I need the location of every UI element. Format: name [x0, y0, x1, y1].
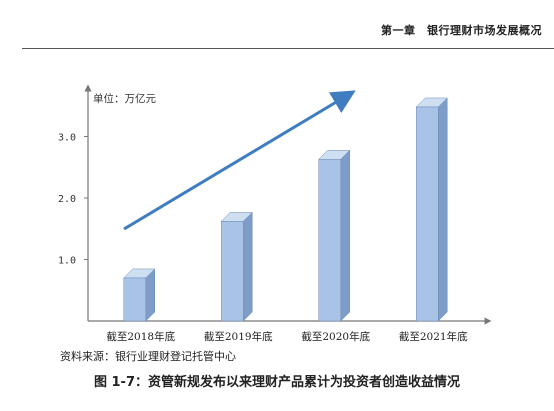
bar-4	[415, 97, 448, 322]
bar-2	[220, 211, 253, 322]
chart-bars	[123, 97, 448, 322]
bar-front-face	[416, 106, 439, 322]
bar-front-face	[123, 277, 146, 322]
header-divider	[22, 48, 554, 49]
y-tick-label: 1.0	[58, 256, 76, 267]
chapter-header: 第一章 银行理财市场发展概况	[381, 24, 542, 37]
y-tick-label: 3.0	[58, 133, 76, 144]
bar-front-face	[318, 159, 341, 322]
x-category-label: 截至2021年底	[399, 330, 468, 343]
bar-side-face	[243, 211, 253, 322]
bar-3	[318, 149, 351, 322]
y-tick-label: 2.0	[58, 194, 76, 205]
bar-1	[123, 268, 156, 322]
x-category-label: 截至2019年底	[204, 330, 273, 343]
trend-arrow	[123, 90, 356, 231]
figure-caption: 图 1-7：资管新规发布以来理财产品累计为投资者创造收益情况	[93, 375, 460, 390]
bar-side-face	[340, 149, 350, 322]
bar-side-face	[438, 97, 448, 322]
x-category-label: 截至2020年底	[301, 330, 370, 343]
chart-labels: 单位：万亿元 1.0 2.0 3.0 截至2018年底 截至2019年底 截至2020年底 截…	[58, 92, 468, 343]
x-category-label: 截至2018年底	[106, 330, 175, 343]
source-note: 资料来源：银行业理财登记托管中心	[60, 350, 236, 363]
bar-front-face	[221, 221, 244, 322]
y-axis-unit-label: 单位：万亿元	[93, 92, 156, 105]
